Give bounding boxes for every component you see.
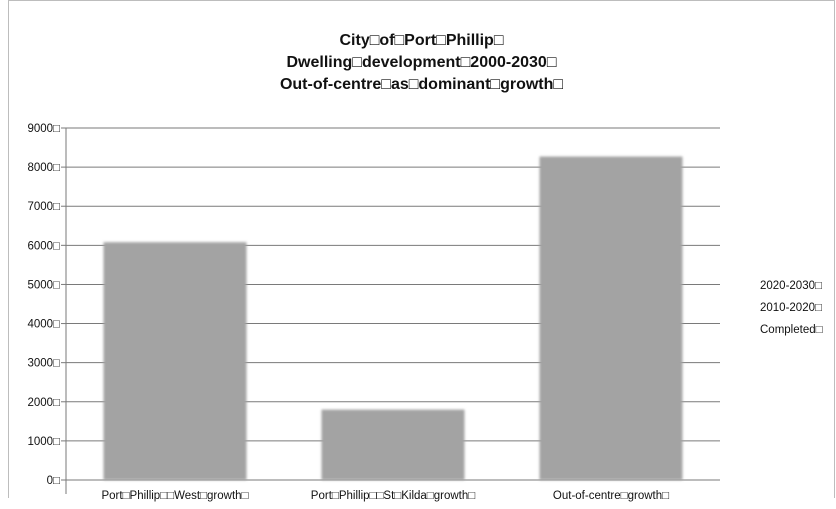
- y-tick-label: 2000□: [27, 397, 60, 409]
- legend-entry-completed: Completed□: [760, 324, 823, 336]
- x-tick-label: Port□Phillip□□West□growth□: [101, 490, 248, 502]
- y-tick-label: 0□: [47, 475, 60, 487]
- chart-title: City□of□Port□Phillip□ Dwelling□developme…: [8, 30, 835, 96]
- chart-frame: [8, 0, 835, 498]
- legend-entry-2020-2030: 2020-2030□: [760, 280, 822, 292]
- y-tick-label: 3000□: [27, 358, 60, 370]
- y-tick-label: 1000□: [27, 436, 60, 448]
- y-tick-label: 7000□: [27, 201, 60, 213]
- y-tick-label: 5000□: [27, 279, 60, 291]
- bar: [321, 409, 465, 480]
- legend-entry-2010-2020: 2010-2020□: [760, 302, 822, 314]
- y-tick-label: 9000□: [27, 123, 60, 135]
- bar: [539, 156, 683, 480]
- chart-title-line-2: Dwelling□development□2000-2030□: [286, 54, 557, 71]
- y-tick-label: 4000□: [27, 319, 60, 331]
- chart-title-line-1: City□of□Port□Phillip□: [339, 32, 504, 49]
- chart-legend: 2020-2030□ 2010-2020□ Completed□: [760, 275, 823, 341]
- bar: [103, 242, 247, 480]
- y-tick-label: 8000□: [27, 162, 60, 174]
- chart-title-line-3: Out-of-centre□as□dominant□growth□: [279, 76, 564, 93]
- y-tick-label: 6000□: [27, 240, 60, 252]
- x-tick-label: Port□Phillip□□St□Kilda□growth□: [311, 490, 475, 502]
- x-tick-label: Out-of-centre□growth□: [553, 490, 669, 502]
